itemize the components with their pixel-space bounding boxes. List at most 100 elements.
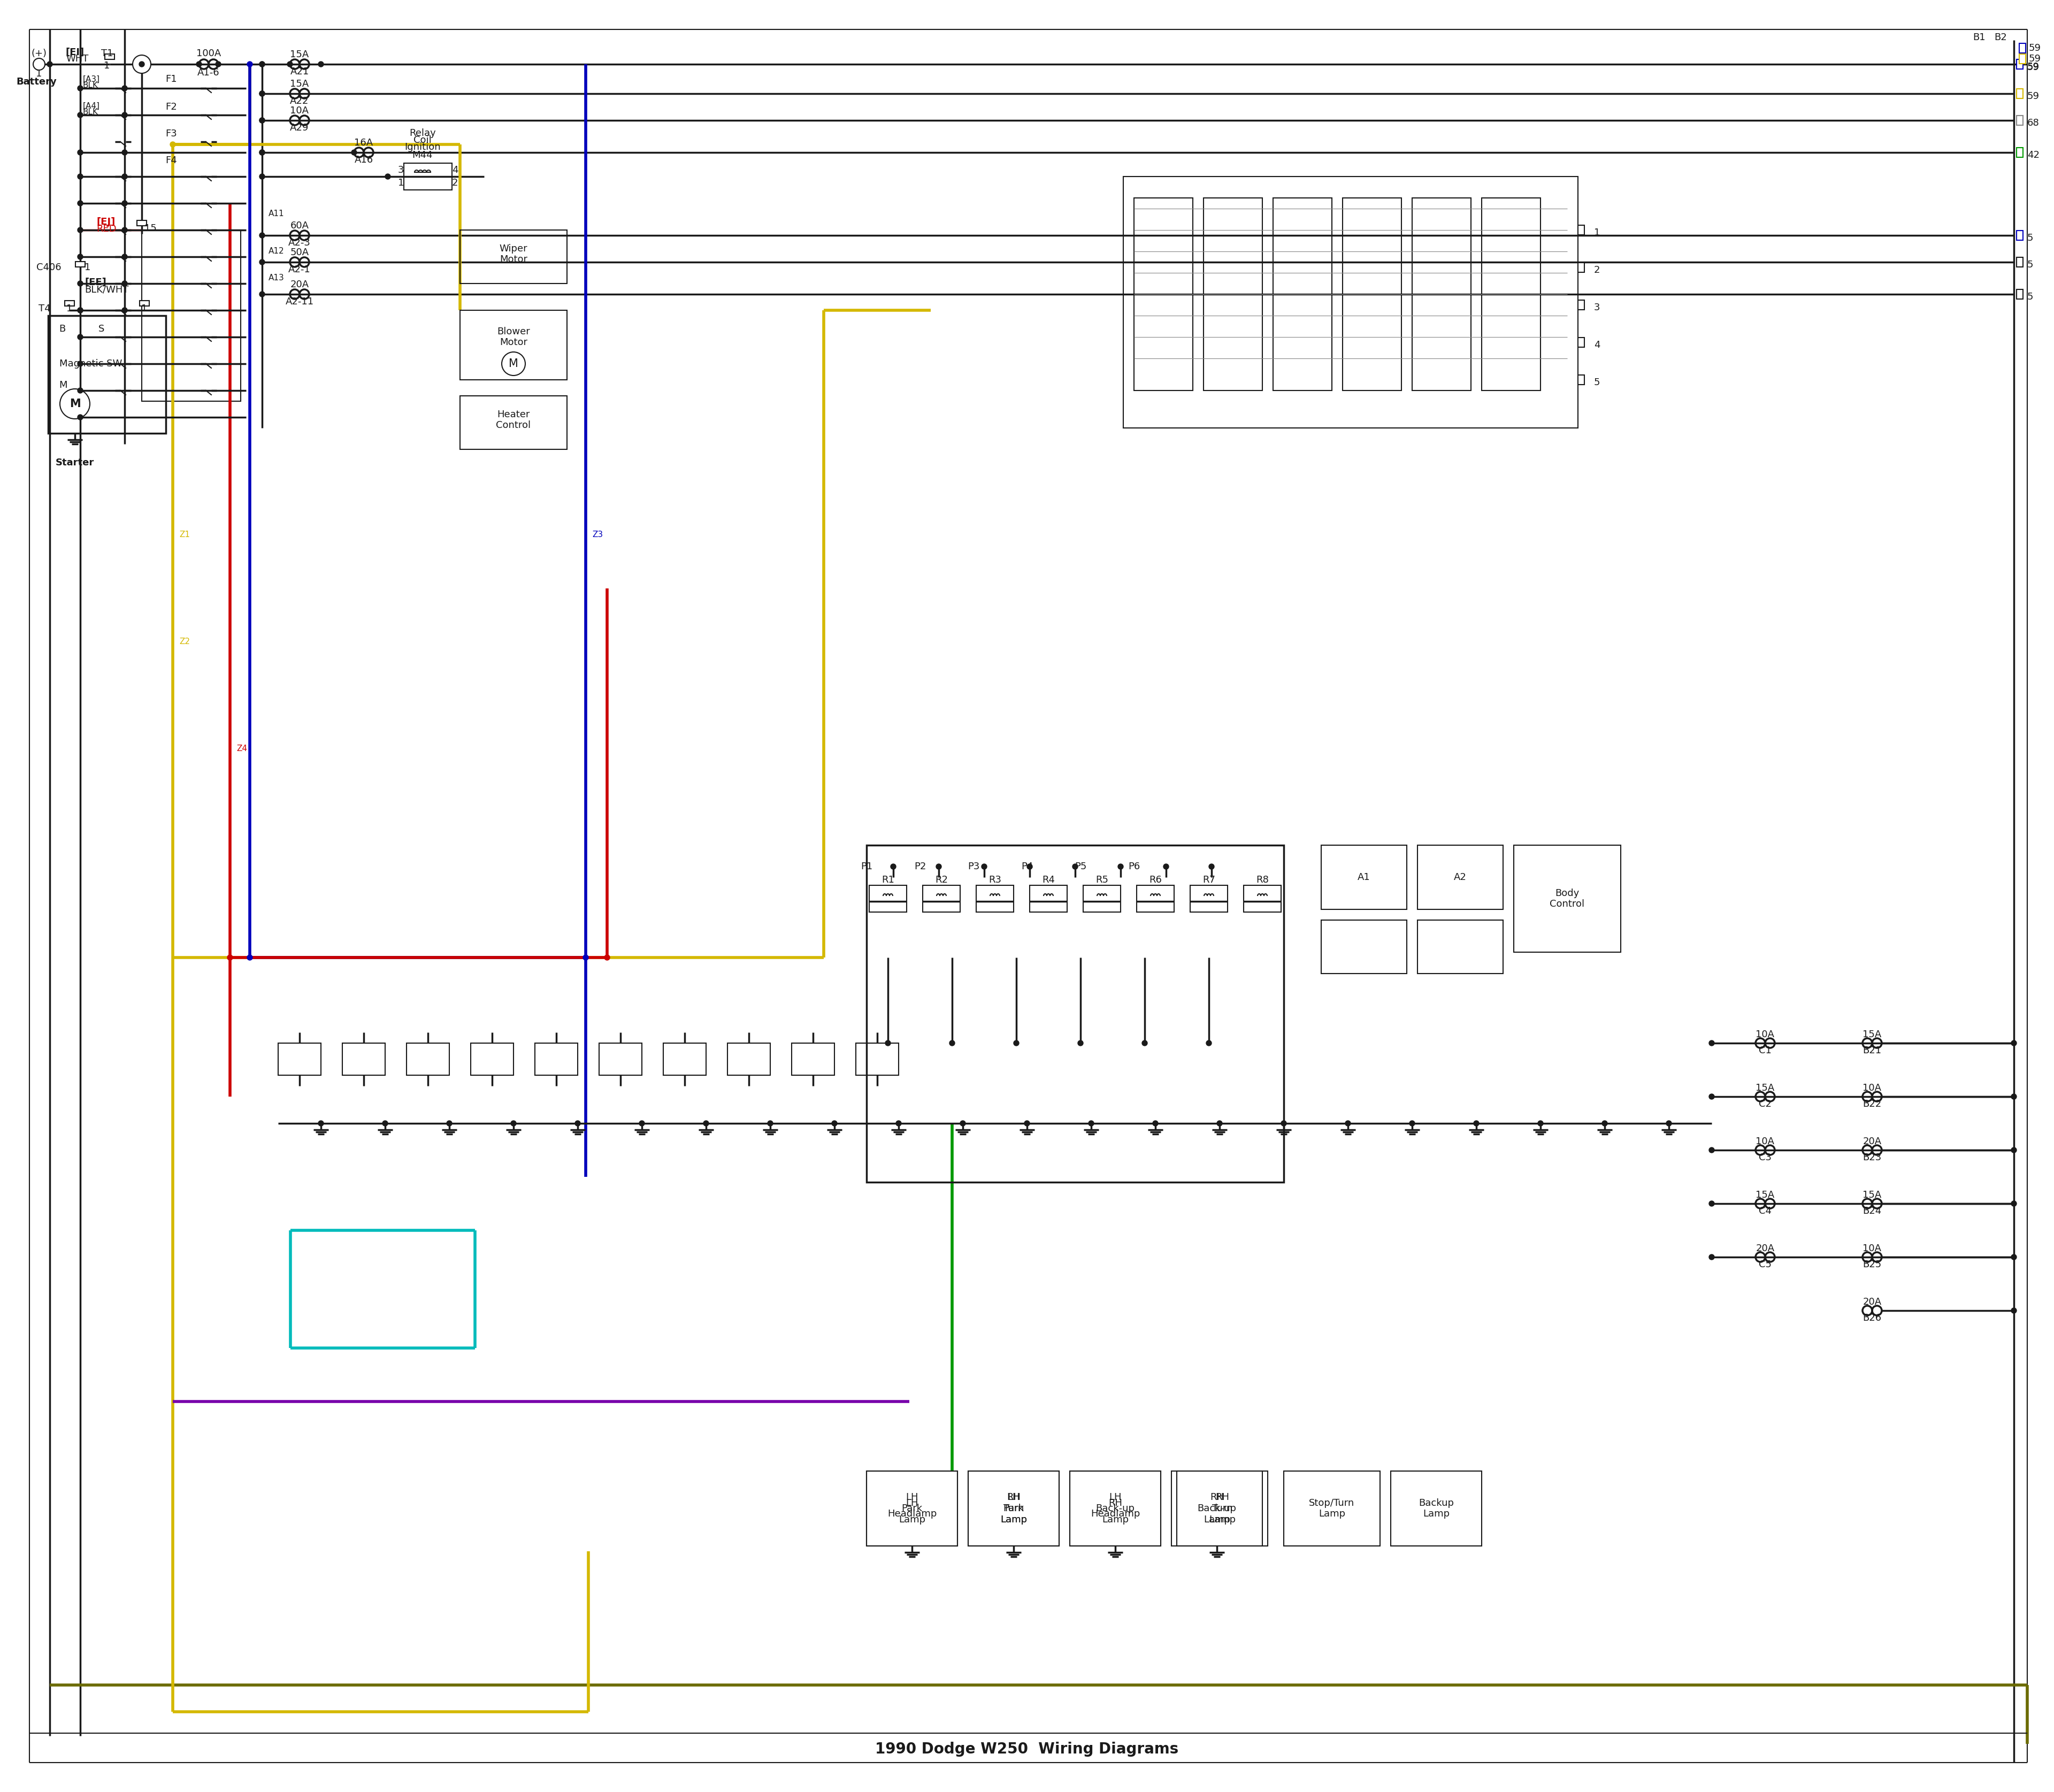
Circle shape — [1206, 1041, 1212, 1047]
Text: BLK/WHT: BLK/WHT — [84, 285, 129, 294]
Text: M: M — [509, 358, 518, 369]
Text: 20A: 20A — [1863, 1297, 1881, 1306]
Text: M44: M44 — [413, 151, 433, 159]
Bar — [867, 1471, 957, 1546]
Bar — [142, 229, 240, 401]
Circle shape — [246, 61, 253, 66]
Circle shape — [382, 1120, 388, 1125]
Circle shape — [386, 174, 390, 179]
Bar — [1577, 226, 1584, 235]
Text: Z3: Z3 — [592, 530, 604, 539]
Bar — [1171, 1471, 1263, 1546]
Text: Z1: Z1 — [179, 530, 189, 539]
Text: Heater
Control: Heater Control — [497, 410, 530, 430]
Bar — [869, 885, 906, 912]
Bar — [76, 262, 84, 267]
Bar — [1481, 197, 1540, 391]
Circle shape — [1117, 864, 1124, 869]
Circle shape — [259, 118, 265, 124]
Text: A12: A12 — [269, 247, 283, 256]
Circle shape — [170, 142, 175, 147]
Circle shape — [702, 1120, 709, 1125]
Text: 68: 68 — [2027, 118, 2040, 127]
Text: LH
Turn
Lamp: LH Turn Lamp — [1000, 1493, 1027, 1525]
Bar — [1514, 846, 1621, 952]
Text: Ignition: Ignition — [405, 142, 442, 152]
Bar — [460, 396, 567, 450]
Circle shape — [121, 228, 127, 233]
Circle shape — [1216, 1120, 1222, 1125]
Bar — [2017, 147, 2023, 158]
Text: 10A: 10A — [1863, 1244, 1881, 1253]
Text: Backup
Lamp: Backup Lamp — [1419, 1498, 1454, 1520]
Text: B25: B25 — [1863, 1260, 1881, 1269]
Circle shape — [288, 61, 292, 66]
Bar — [1273, 197, 1331, 391]
Circle shape — [1072, 864, 1078, 869]
Text: A16: A16 — [355, 156, 374, 165]
Text: BLK: BLK — [82, 108, 99, 116]
Circle shape — [949, 1041, 955, 1047]
Bar — [534, 1043, 577, 1075]
Text: A11: A11 — [269, 210, 283, 219]
Circle shape — [982, 864, 986, 869]
Text: P5: P5 — [1074, 862, 1087, 871]
Bar — [727, 1043, 770, 1075]
Text: P3: P3 — [967, 862, 980, 871]
Bar — [1070, 1471, 1161, 1546]
Text: 1: 1 — [37, 70, 41, 79]
Bar — [867, 846, 1284, 1183]
Text: 59: 59 — [2027, 91, 2040, 100]
Circle shape — [639, 1120, 645, 1125]
Text: Body
Control: Body Control — [1551, 889, 1586, 909]
Bar — [600, 1043, 641, 1075]
Text: Starter: Starter — [55, 459, 94, 468]
Circle shape — [1473, 1120, 1479, 1125]
Bar — [2017, 258, 2023, 267]
Text: 59: 59 — [2027, 63, 2040, 72]
Circle shape — [1709, 1254, 1715, 1260]
Circle shape — [60, 389, 90, 419]
Bar — [1082, 885, 1121, 912]
Circle shape — [604, 955, 610, 961]
Circle shape — [1163, 864, 1169, 869]
Text: T1: T1 — [101, 48, 113, 59]
Text: [A3]: [A3] — [82, 75, 101, 82]
Text: Blower: Blower — [497, 326, 530, 337]
Text: 59: 59 — [2027, 63, 2040, 72]
Text: A29: A29 — [290, 124, 308, 133]
Circle shape — [78, 387, 82, 392]
Text: 100A: 100A — [197, 48, 222, 59]
Text: C2: C2 — [1758, 1098, 1771, 1109]
Bar — [2017, 115, 2023, 125]
Bar — [976, 885, 1013, 912]
Text: 1990 Dodge W250  Wiring Diagrams: 1990 Dodge W250 Wiring Diagrams — [875, 1742, 1179, 1756]
Text: [EE]: [EE] — [84, 278, 107, 287]
Circle shape — [1538, 1120, 1543, 1125]
Text: F4: F4 — [166, 156, 177, 165]
Circle shape — [121, 174, 127, 179]
Circle shape — [121, 254, 127, 260]
Circle shape — [1709, 1041, 1715, 1047]
Text: 2: 2 — [1594, 265, 1600, 274]
Circle shape — [259, 118, 265, 124]
Text: C4: C4 — [1758, 1206, 1771, 1217]
Text: R8: R8 — [1255, 874, 1269, 885]
Text: 3: 3 — [1594, 303, 1600, 312]
Text: RH
Back-up
Lamp: RH Back-up Lamp — [1197, 1493, 1237, 1525]
Text: 15A: 15A — [1863, 1190, 1881, 1201]
Text: B23: B23 — [1863, 1152, 1881, 1163]
Bar — [1321, 846, 1407, 909]
Text: [EJ]: [EJ] — [97, 217, 115, 228]
Text: 5: 5 — [2027, 260, 2033, 269]
Text: LH
Back-up
Lamp: LH Back-up Lamp — [1095, 1493, 1134, 1525]
Text: Coil: Coil — [413, 136, 431, 145]
Text: 3: 3 — [398, 165, 405, 176]
Circle shape — [134, 56, 150, 73]
Text: P6: P6 — [1128, 862, 1140, 871]
Bar — [138, 220, 146, 226]
Circle shape — [1013, 1041, 1019, 1047]
Circle shape — [121, 308, 127, 314]
Text: R5: R5 — [1095, 874, 1109, 885]
Text: 4: 4 — [452, 165, 458, 176]
